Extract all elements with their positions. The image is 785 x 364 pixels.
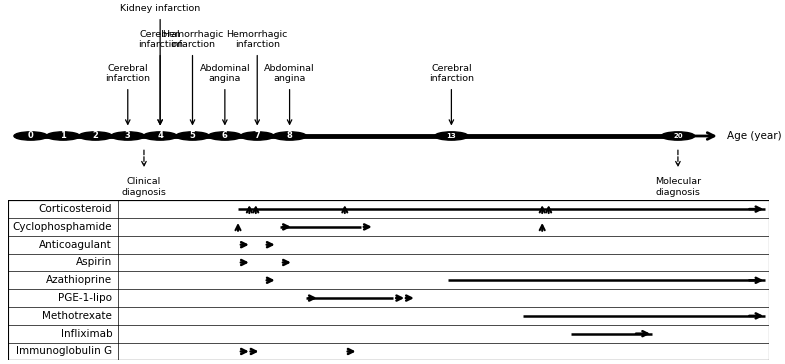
Circle shape [144, 132, 177, 140]
Text: Hemorrhagic
infarction: Hemorrhagic infarction [162, 29, 223, 49]
Text: 5: 5 [189, 131, 195, 141]
Text: Abdominal
angina: Abdominal angina [265, 64, 315, 83]
Text: Cerebral
infarction: Cerebral infarction [429, 64, 474, 83]
Text: Abdominal
angina: Abdominal angina [199, 64, 250, 83]
Text: Corticosteroid: Corticosteroid [38, 204, 112, 214]
Text: 1: 1 [60, 131, 66, 141]
Circle shape [208, 132, 242, 140]
Circle shape [661, 132, 695, 140]
Text: 13: 13 [447, 133, 456, 139]
Circle shape [78, 132, 112, 140]
Text: Aspirin: Aspirin [76, 257, 112, 268]
Text: Cyclophosphamide: Cyclophosphamide [13, 222, 112, 232]
Text: Age (year): Age (year) [728, 131, 782, 141]
Text: 6: 6 [222, 131, 228, 141]
Circle shape [111, 132, 144, 140]
Text: 20: 20 [673, 133, 683, 139]
Text: PGE-1-lipo: PGE-1-lipo [58, 293, 112, 303]
Text: 7: 7 [254, 131, 260, 141]
Text: Infliximab: Infliximab [60, 329, 112, 339]
Circle shape [14, 132, 47, 140]
Text: 4: 4 [157, 131, 163, 141]
Text: 0: 0 [27, 131, 34, 141]
Text: 3: 3 [125, 131, 130, 141]
Text: Methotrexate: Methotrexate [42, 311, 112, 321]
Text: Molecular
diagnosis: Molecular diagnosis [655, 177, 701, 197]
Text: Azathioprine: Azathioprine [46, 275, 112, 285]
Text: 8: 8 [287, 131, 293, 141]
Circle shape [240, 132, 274, 140]
Circle shape [176, 132, 210, 140]
Circle shape [46, 132, 80, 140]
Text: 2: 2 [93, 131, 98, 141]
Text: Immunoglobulin G: Immunoglobulin G [16, 347, 112, 356]
Text: Kidney infarction: Kidney infarction [120, 4, 200, 13]
Circle shape [435, 132, 468, 140]
Text: Anticoagulant: Anticoagulant [39, 240, 112, 250]
Text: Cerebral
infarction: Cerebral infarction [137, 29, 183, 49]
Text: Hemorrhagic
infarction: Hemorrhagic infarction [227, 29, 288, 49]
Text: Clinical
diagnosis: Clinical diagnosis [122, 177, 166, 197]
Text: Cerebral
infarction: Cerebral infarction [105, 64, 150, 83]
Circle shape [273, 132, 306, 140]
